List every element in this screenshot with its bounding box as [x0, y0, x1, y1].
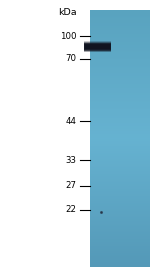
Text: 22: 22: [66, 205, 76, 214]
Bar: [84, 42, 111, 52]
Text: kDa: kDa: [58, 7, 76, 17]
Bar: [84, 43, 111, 50]
Text: 44: 44: [66, 117, 76, 126]
Text: 27: 27: [66, 181, 76, 190]
Text: 33: 33: [66, 156, 76, 165]
Bar: [84, 42, 111, 51]
Bar: [84, 41, 111, 52]
Bar: [84, 42, 111, 51]
Bar: [84, 44, 111, 50]
Bar: [85, 44, 110, 49]
Text: 100: 100: [60, 32, 76, 41]
Bar: [84, 41, 111, 52]
Bar: [84, 43, 111, 50]
Bar: [85, 45, 110, 49]
Text: 70: 70: [66, 54, 76, 63]
Bar: [85, 45, 110, 48]
Bar: [84, 44, 111, 49]
